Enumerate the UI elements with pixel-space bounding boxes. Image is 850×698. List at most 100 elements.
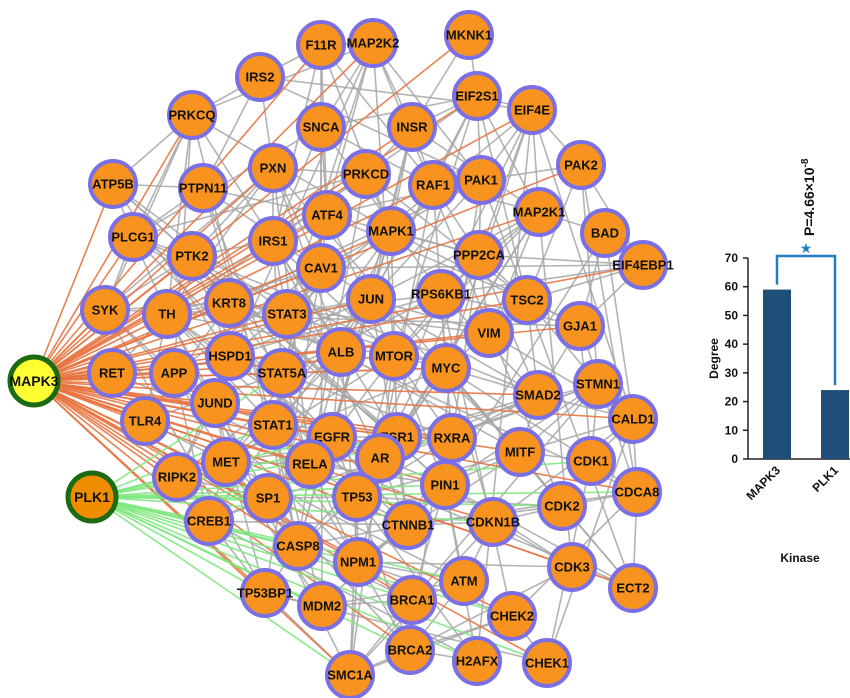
node-label: CDK3 — [554, 560, 589, 575]
node-cav1: CAV1 — [296, 243, 346, 293]
node-label: CDCA8 — [615, 485, 660, 500]
edge — [370, 298, 409, 526]
node-circle — [333, 537, 383, 587]
edge — [320, 44, 392, 232]
edge — [208, 520, 409, 526]
node-syk: SYK — [80, 285, 130, 335]
node-irs1: IRS1 — [248, 216, 298, 266]
node-circle — [420, 460, 470, 510]
node-label: ALB — [328, 345, 355, 360]
node-circle — [120, 396, 170, 446]
node-insr: INSR — [387, 102, 437, 152]
node-casp8: CASP8 — [273, 521, 323, 571]
node-circle — [366, 206, 416, 256]
node-h2afx: H2AFX — [452, 636, 502, 686]
node-label: TP53BP1 — [237, 586, 293, 601]
node-circle — [355, 433, 405, 483]
node-label: CAV1 — [304, 261, 338, 276]
node-brca1: BRCA1 — [387, 575, 437, 625]
node-ptpn11: PTPN11 — [178, 163, 228, 213]
node-cdk3: CDK3 — [547, 542, 597, 592]
node-circle — [369, 331, 419, 381]
node-label: IRS2 — [246, 70, 275, 85]
node-prkcd: PRKCD — [341, 149, 391, 199]
node-label: PRKCQ — [169, 108, 216, 123]
y-tick-label: 50 — [725, 308, 739, 322]
node-plcg1: PLCG1 — [108, 212, 158, 262]
node-label: STMN1 — [576, 377, 620, 392]
node-label: JUN — [358, 292, 384, 307]
node-krt8: KRT8 — [204, 278, 254, 328]
node-cdca8: CDCA8 — [612, 467, 662, 517]
node-pxn: PXN — [248, 143, 298, 193]
hub-edge — [33, 380, 178, 478]
node-label: RIPK2 — [158, 470, 196, 485]
node-circle — [257, 348, 307, 398]
edge — [370, 179, 482, 300]
node-circle — [80, 285, 130, 335]
node-smad2: SMAD2 — [513, 370, 563, 420]
edge — [166, 114, 193, 315]
node-circle — [178, 163, 228, 213]
hub-edge — [91, 496, 351, 676]
node-label: SMC1A — [327, 668, 373, 683]
node-label: SYK — [92, 303, 119, 318]
node-circle — [387, 102, 437, 152]
node-circle — [167, 231, 217, 281]
node-circle — [296, 243, 346, 293]
node-label: PPP2CA — [453, 248, 506, 263]
node-circle — [243, 473, 293, 523]
node-rxra: RXRA — [427, 413, 477, 463]
x-axis-label: Kinase — [780, 551, 820, 565]
node-label: PTK2 — [175, 249, 208, 264]
node-label: PXN — [260, 161, 287, 176]
p-value-text: P=4.66×10-8 — [800, 158, 817, 236]
y-axis-label: Degree — [707, 338, 721, 379]
node-tp53bp1: TP53BP1 — [237, 568, 293, 618]
node-label: ATM — [450, 574, 477, 589]
node-stmn1: STMN1 — [573, 359, 623, 409]
node-label: CTNNB1 — [382, 518, 435, 533]
node-circle — [88, 159, 138, 209]
hub-edge — [33, 380, 494, 523]
edge — [228, 302, 398, 438]
node-circle — [296, 20, 346, 70]
node-gja1: GJA1 — [555, 301, 605, 351]
node-label: MAP2K1 — [513, 205, 566, 220]
node-label: RET — [99, 366, 125, 381]
node-label: VIM — [477, 326, 500, 341]
significance-bracket — [775, 254, 837, 386]
node-circle — [190, 378, 240, 428]
node-th: TH — [142, 289, 192, 339]
node-f11r: F11R — [296, 20, 346, 70]
hub-edge — [33, 183, 114, 382]
node-eif4e: EIF4E — [507, 85, 557, 135]
edge — [357, 561, 513, 617]
node-circle — [502, 275, 552, 325]
node-label: KRT8 — [212, 296, 246, 311]
node-cdk2: CDK2 — [537, 481, 587, 531]
node-circle — [464, 308, 514, 358]
node-mtor: MTOR — [369, 331, 419, 381]
edge — [272, 44, 322, 242]
node-label: IRS1 — [259, 234, 288, 249]
node-stat3: STAT3 — [262, 289, 312, 339]
node-circle — [608, 394, 658, 444]
node-label: APP — [161, 366, 188, 381]
node-label: JUND — [197, 396, 232, 411]
node-app: APP — [149, 348, 199, 398]
node-label: MYC — [432, 361, 462, 376]
x-tick-label: MAPK3 — [744, 463, 784, 503]
node-stat5a: STAT5A — [257, 348, 307, 398]
hub-edge — [91, 496, 266, 594]
node-pak2: PAK2 — [556, 140, 606, 190]
node-label: PTPN11 — [179, 181, 227, 196]
node-circle — [468, 497, 518, 547]
node-rps6kb1: RPS6KB1 — [411, 269, 471, 319]
interaction-network: F11R MAP2K2 MKNK1 IRS2 EIF2S1 EIF4E PRKCQ SNCA I… — [7, 10, 674, 698]
edge — [478, 254, 644, 266]
node-label: ATF4 — [311, 208, 343, 223]
node-circle — [152, 452, 202, 502]
node-circle — [547, 542, 597, 592]
node-raf1: RAF1 — [408, 160, 458, 210]
